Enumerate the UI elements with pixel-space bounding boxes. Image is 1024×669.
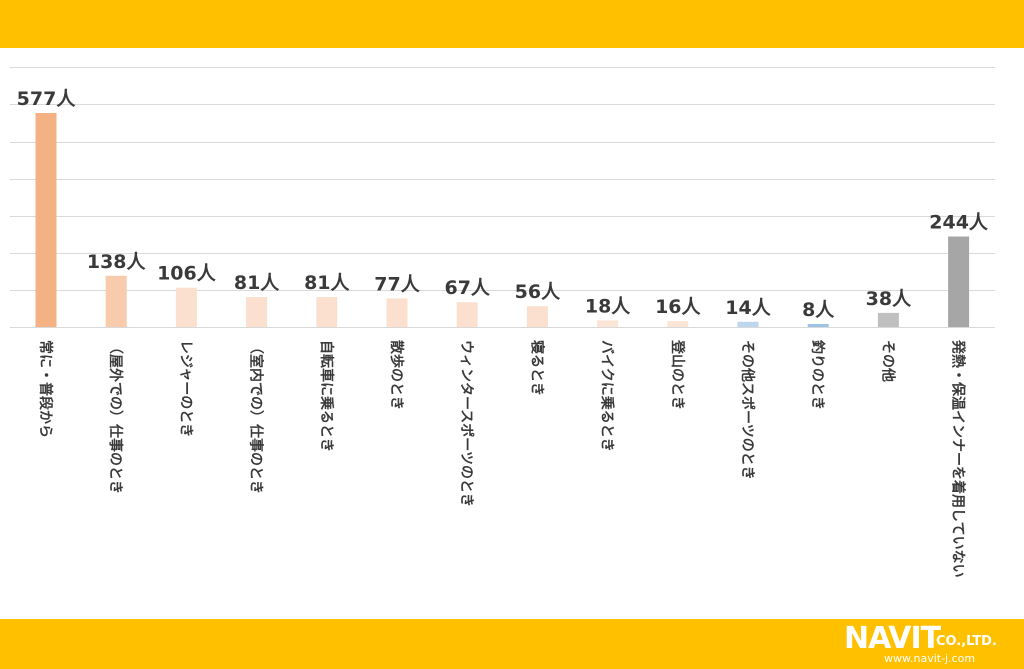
gridlines bbox=[10, 67, 995, 328]
bar-0 bbox=[35, 113, 57, 327]
bar-chart: 577人 138人 106人 81人 81人 77人 67人 56人 18人 16人 14人 8人 38… bbox=[10, 67, 995, 578]
value-label-1: 138人 bbox=[87, 251, 147, 273]
value-label-5: 77人 bbox=[374, 273, 420, 295]
bar-9 bbox=[667, 321, 689, 327]
value-label-0: 577人 bbox=[17, 88, 77, 110]
bar-1 bbox=[105, 275, 127, 327]
value-label-9: 16人 bbox=[655, 296, 701, 318]
value-label-11: 8人 bbox=[802, 299, 835, 321]
logo-url: www.navit-j.com bbox=[884, 652, 976, 665]
category-label-9: 登山のとき bbox=[669, 339, 686, 410]
logo-text: NAVIT bbox=[844, 621, 941, 656]
category-label-11: 釣りのとき bbox=[809, 340, 826, 410]
category-label-8: バイクに乗るとき bbox=[599, 340, 616, 452]
value-labels: 577人 138人 106人 81人 81人 77人 67人 56人 18人 16人 14人 8人 38… bbox=[17, 88, 989, 321]
value-label-12: 38人 bbox=[866, 288, 912, 310]
bar-6 bbox=[456, 302, 478, 327]
bottom-banner bbox=[0, 619, 1024, 669]
value-label-10: 14人 bbox=[725, 297, 771, 319]
category-label-7: 寝るとき bbox=[528, 340, 545, 396]
value-label-4: 81人 bbox=[304, 272, 350, 294]
category-label-12: その他 bbox=[879, 340, 896, 382]
bar-7 bbox=[526, 306, 548, 327]
category-label-5: 散歩のとき bbox=[388, 340, 405, 410]
navit-logo: NAVIT CO.,LTD. www.navit-j.com bbox=[844, 624, 1020, 666]
top-banner bbox=[0, 0, 1024, 48]
category-label-2: レジャーのとき bbox=[177, 340, 193, 437]
category-label-0: 常に・普段から bbox=[37, 340, 54, 438]
category-label-6: ウィンタースポーツのとき bbox=[458, 340, 475, 507]
logo-company: CO.,LTD. bbox=[936, 634, 997, 649]
category-label-10: その他スポーツのとき bbox=[739, 340, 756, 480]
bar-5 bbox=[386, 298, 408, 327]
category-label-1: （屋外での）仕事のとき bbox=[107, 340, 124, 494]
bars bbox=[35, 113, 970, 327]
value-label-3: 81人 bbox=[234, 272, 280, 294]
value-label-8: 18人 bbox=[585, 295, 631, 317]
value-label-13: 244人 bbox=[929, 212, 989, 234]
category-label-3: （室内での）仕事のとき bbox=[248, 340, 265, 494]
bar-4 bbox=[316, 297, 338, 327]
bar-8 bbox=[597, 320, 619, 327]
value-label-7: 56人 bbox=[515, 281, 561, 303]
category-label-13: 発熱・保温インナーを着用していない bbox=[950, 339, 967, 578]
category-label-4: 自転車に乗るとき bbox=[318, 340, 335, 452]
value-label-6: 67人 bbox=[444, 277, 490, 299]
bar-10 bbox=[737, 321, 759, 327]
bar-13 bbox=[948, 236, 970, 327]
bar-12 bbox=[877, 312, 899, 327]
value-label-2: 106人 bbox=[157, 263, 217, 285]
bar-3 bbox=[246, 297, 268, 327]
bar-11 bbox=[807, 324, 829, 327]
category-labels: 常に・普段から （屋外での）仕事のとき レジャーのとき （室内での）仕事のとき 自転車に… bbox=[37, 339, 967, 578]
bar-2 bbox=[175, 287, 197, 327]
